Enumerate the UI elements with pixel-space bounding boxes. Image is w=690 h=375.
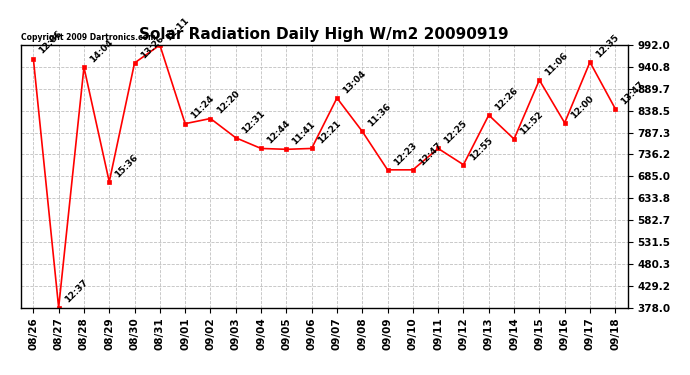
Text: 12:06: 12:06 — [37, 29, 64, 56]
Text: 12:20: 12:20 — [215, 89, 241, 116]
Text: 11:36: 11:36 — [366, 102, 393, 129]
Text: 15:36: 15:36 — [113, 152, 140, 179]
Text: 12:31: 12:31 — [240, 108, 266, 135]
Text: 12:55: 12:55 — [468, 135, 494, 162]
Text: 14:04: 14:04 — [88, 38, 115, 64]
Text: 13:26: 13:26 — [139, 34, 166, 60]
Text: 11:52: 11:52 — [518, 110, 545, 136]
Text: 12:25: 12:25 — [442, 119, 469, 146]
Text: 12:37: 12:37 — [63, 278, 90, 305]
Text: 12:47: 12:47 — [417, 140, 444, 167]
Text: 12:44: 12:44 — [265, 119, 292, 146]
Text: 13:47: 13:47 — [620, 79, 647, 106]
Text: 11:06: 11:06 — [544, 51, 570, 77]
Text: 11:24: 11:24 — [189, 94, 216, 121]
Text: 12:23: 12:23 — [392, 141, 418, 167]
Text: 12:35: 12:35 — [594, 33, 621, 59]
Text: 12:21: 12:21 — [316, 119, 342, 146]
Text: 11:41: 11:41 — [290, 120, 317, 147]
Title: Solar Radiation Daily High W/m2 20090919: Solar Radiation Daily High W/m2 20090919 — [139, 27, 509, 42]
Text: 12:26: 12:26 — [493, 86, 520, 112]
Text: 12:11: 12:11 — [164, 16, 190, 42]
Text: 12:00: 12:00 — [569, 94, 595, 120]
Text: 13:04: 13:04 — [341, 69, 368, 95]
Text: Copyright 2009 Dartronics.com: Copyright 2009 Dartronics.com — [21, 33, 155, 42]
